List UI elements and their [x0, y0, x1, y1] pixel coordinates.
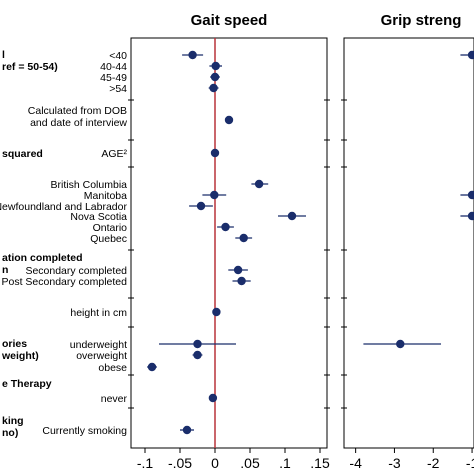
- x-tick-label: -.1: [137, 455, 154, 471]
- x-tick-label: .15: [310, 455, 330, 471]
- coefficient-point: [210, 148, 220, 158]
- coefficient-point: [467, 50, 474, 60]
- row-label: never: [101, 393, 128, 405]
- coefficient-point: [467, 190, 474, 200]
- row-label: overweight: [76, 350, 127, 362]
- coefficient-point: [221, 222, 230, 232]
- coefficient-point: [237, 276, 246, 286]
- row-label: Ontario: [93, 222, 128, 234]
- coefficient-point: [212, 307, 221, 317]
- coefficient-point: [209, 83, 218, 93]
- coefficient-point: [193, 350, 202, 360]
- group-label: king: [2, 415, 24, 427]
- row-label: Secondary completed: [25, 265, 127, 277]
- group-label: ref = 50-54): [2, 61, 58, 73]
- coefficient-point: [210, 190, 219, 200]
- row-label: height in cm: [70, 307, 127, 319]
- row-label: Nova Scotia: [70, 211, 127, 223]
- group-label: n: [2, 264, 8, 276]
- group-label: ories: [2, 338, 27, 350]
- group-label: ation completed: [2, 252, 83, 264]
- coefficient-point: [287, 211, 297, 221]
- group-label: squared: [2, 148, 43, 160]
- coefficient-point: [210, 72, 220, 82]
- row-label: AGE²: [101, 148, 127, 160]
- coefficient-point: [182, 425, 192, 435]
- coefficient-point: [239, 233, 248, 243]
- x-tick-label: .1: [279, 455, 291, 471]
- panel-frame-1: [130, 37, 328, 449]
- group-label: e Therapy: [2, 378, 52, 390]
- row-label: British Columbia: [51, 179, 128, 191]
- row-label: Currently smoking: [42, 425, 127, 437]
- coefficient-point: [147, 362, 157, 372]
- panel-frame-2: [343, 37, 474, 449]
- x-tick-label: -1: [466, 455, 474, 471]
- group-label: no): [2, 427, 18, 439]
- coefficient-point: [196, 201, 206, 211]
- x-tick-label: -3: [388, 455, 401, 471]
- coefficient-point: [193, 339, 202, 349]
- panel-title-1: Gait speed: [191, 12, 268, 29]
- row-label: Quebec: [90, 233, 127, 245]
- row-label: <40: [109, 50, 127, 62]
- panel-title-2: Grip streng: [381, 12, 462, 29]
- x-tick-label: .05: [240, 455, 260, 471]
- group-label: l: [2, 49, 5, 61]
- x-tick-label: 0: [211, 455, 219, 471]
- coefficient-point: [208, 393, 218, 403]
- x-tick-label: -4: [349, 455, 362, 471]
- coefficient-point: [254, 179, 264, 189]
- row-label: >54: [109, 83, 127, 95]
- row-label: obese: [98, 362, 127, 374]
- coefficient-point: [188, 50, 197, 60]
- group-label: weight): [1, 350, 39, 362]
- x-tick-label: -2: [427, 455, 440, 471]
- row-label: Post Secondary completed: [2, 276, 128, 288]
- coefficient-point: [396, 339, 405, 349]
- row-label: 40-44: [100, 61, 127, 73]
- row-label: Newfoundland and Labrador: [0, 201, 127, 213]
- row-label: Calculated from DOB: [28, 105, 127, 117]
- row-label: 45-49: [100, 72, 127, 84]
- row-label: Manitoba: [84, 190, 127, 202]
- coefficient-point: [211, 61, 220, 71]
- coefficient-point: [224, 115, 234, 125]
- coefficient-point: [467, 211, 474, 221]
- x-tick-label: -.05: [168, 455, 192, 471]
- coefficient-point: [233, 265, 243, 275]
- row-label: underweight: [70, 339, 127, 351]
- row-label: and date of interview: [30, 117, 127, 129]
